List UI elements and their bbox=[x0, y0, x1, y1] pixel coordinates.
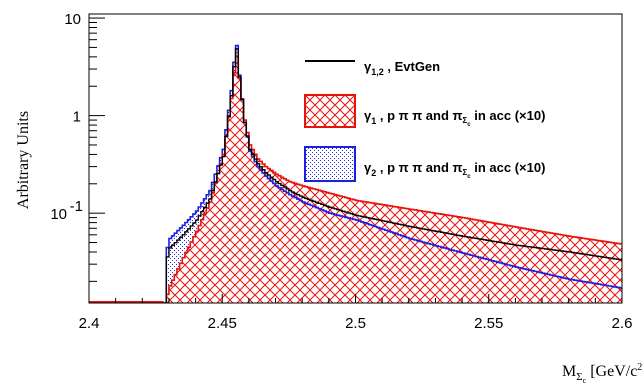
x-tick-label: 2.4 bbox=[79, 315, 100, 332]
x-tick-label: 2.45 bbox=[208, 315, 237, 332]
x-axis: 2.4 2.45 2.5 2.55 2.6 bbox=[79, 294, 633, 332]
x-tick-label: 2.6 bbox=[612, 315, 633, 332]
x-axis-title: MΣc[GeV/c2] bbox=[562, 362, 643, 385]
x-tick-label: 2.55 bbox=[474, 315, 503, 332]
series-layer bbox=[89, 44, 622, 303]
series-gamma1-fill bbox=[163, 56, 622, 303]
legend-swatch-gamma1 bbox=[304, 94, 356, 128]
y-axis-title: Arbitrary Units bbox=[15, 111, 32, 209]
y-tick-label: 1 bbox=[73, 109, 81, 126]
legend-label-gamma2: γ2 , p π π and πΣc in acc (×10) bbox=[364, 160, 545, 180]
x-tick-label: 2.5 bbox=[345, 315, 366, 332]
legend-swatch-gamma2 bbox=[304, 146, 356, 182]
legend-entry-evtgen: γ1,2 , EvtGen bbox=[305, 59, 440, 77]
y-tick-label: 10 bbox=[64, 11, 81, 28]
legend-label-gamma1: γ1 , p π π and πΣc in acc (×10) bbox=[364, 108, 545, 128]
legend-entry-gamma2: γ2 , p π π and πΣc in acc (×10) bbox=[304, 146, 545, 182]
series-evtgen-line bbox=[163, 48, 622, 303]
legend-label-evtgen: γ1,2 , EvtGen bbox=[364, 59, 440, 77]
y-tick-exponent: -1 bbox=[70, 198, 83, 215]
y-tick-label: 10 bbox=[50, 206, 67, 223]
legend-entry-gamma1: γ1 , p π π and πΣc in acc (×10) bbox=[304, 94, 545, 128]
legend: γ1,2 , EvtGen γ1 , p π π and πΣc in acc … bbox=[304, 59, 545, 182]
